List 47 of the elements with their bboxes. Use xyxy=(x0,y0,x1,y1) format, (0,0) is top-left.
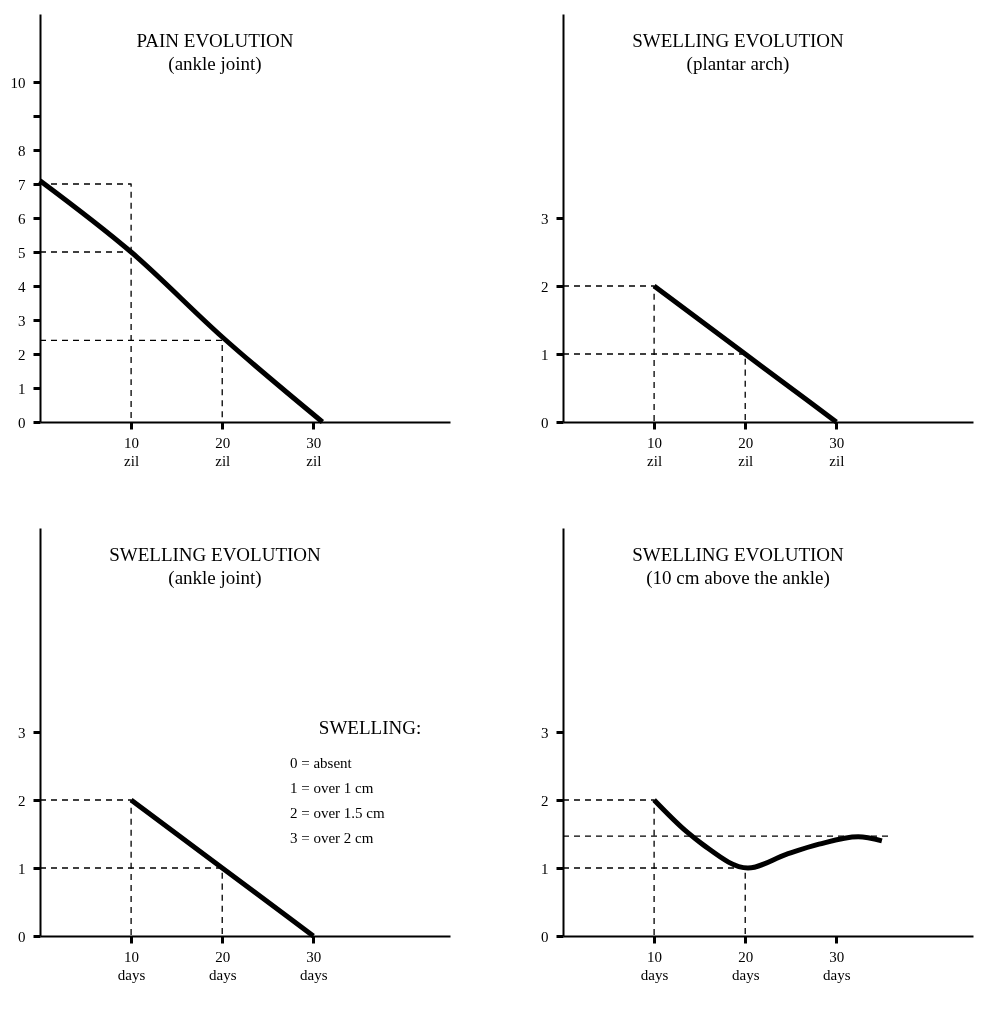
y-tick-label: 2 xyxy=(541,792,549,809)
x-tick-label: 20 days xyxy=(208,948,237,983)
x-tick-label: 20 days xyxy=(731,948,760,983)
y-tick-label: 3 xyxy=(18,724,26,741)
x-tick-label: 30 zil xyxy=(829,434,845,469)
x-tick-label: 20 zil xyxy=(215,434,231,469)
y-tick-label: 2 xyxy=(541,278,549,295)
y-tick-label: 10 xyxy=(10,74,26,91)
text: SWELLING EVOLUTION xyxy=(632,544,845,565)
text: PAIN EVOLUTION xyxy=(136,30,294,51)
x-tick-label: 20 zil xyxy=(738,434,754,469)
text: (10 cm above the ankle) xyxy=(646,567,830,589)
annotation: SWELLING: xyxy=(318,717,422,738)
x-tick-label: 10 days xyxy=(640,948,669,983)
y-tick-label: 2 xyxy=(18,792,26,809)
text: (plantar arch) xyxy=(686,53,790,75)
x-tick-label: 30 days xyxy=(823,948,851,983)
y-tick-label: 1 xyxy=(18,860,26,877)
y-tick-label: 3 xyxy=(541,724,549,741)
x-tick-label: 10 days xyxy=(117,948,146,983)
x-tick-label: 10 zil xyxy=(124,434,140,469)
y-tick-label: 0 xyxy=(541,928,549,945)
text: SWELLING EVOLUTION xyxy=(109,544,322,565)
annotation: 2 = over 1.5 cm xyxy=(290,805,386,821)
text: (ankle joint) xyxy=(168,53,262,75)
y-tick-label: 8 xyxy=(18,142,26,159)
y-tick-label: 0 xyxy=(541,414,549,431)
x-tick-label: 30 days xyxy=(300,948,328,983)
y-tick-label: 5 xyxy=(18,244,26,261)
y-tick-label: 1 xyxy=(541,860,549,877)
annotation: 1 = over 1 cm xyxy=(290,780,374,796)
y-tick-label: 3 xyxy=(18,312,26,329)
y-tick-label: 0 xyxy=(18,928,26,945)
y-tick-label: 1 xyxy=(541,346,549,363)
annotation: 3 = over 2 cm xyxy=(290,830,374,846)
text: (ankle joint) xyxy=(168,567,262,589)
text: SWELLING EVOLUTION xyxy=(632,30,845,51)
y-tick-label: 0 xyxy=(18,414,26,431)
y-tick-label: 3 xyxy=(541,210,549,227)
x-tick-label: 30 zil xyxy=(306,434,322,469)
y-tick-label: 4 xyxy=(18,278,26,295)
y-tick-label: 7 xyxy=(18,176,26,193)
y-tick-label: 1 xyxy=(18,380,26,397)
y-tick-label: 6 xyxy=(18,210,26,227)
annotation: 0 = absent xyxy=(290,755,353,771)
y-tick-label: 2 xyxy=(18,346,26,363)
x-tick-label: 10 zil xyxy=(647,434,663,469)
